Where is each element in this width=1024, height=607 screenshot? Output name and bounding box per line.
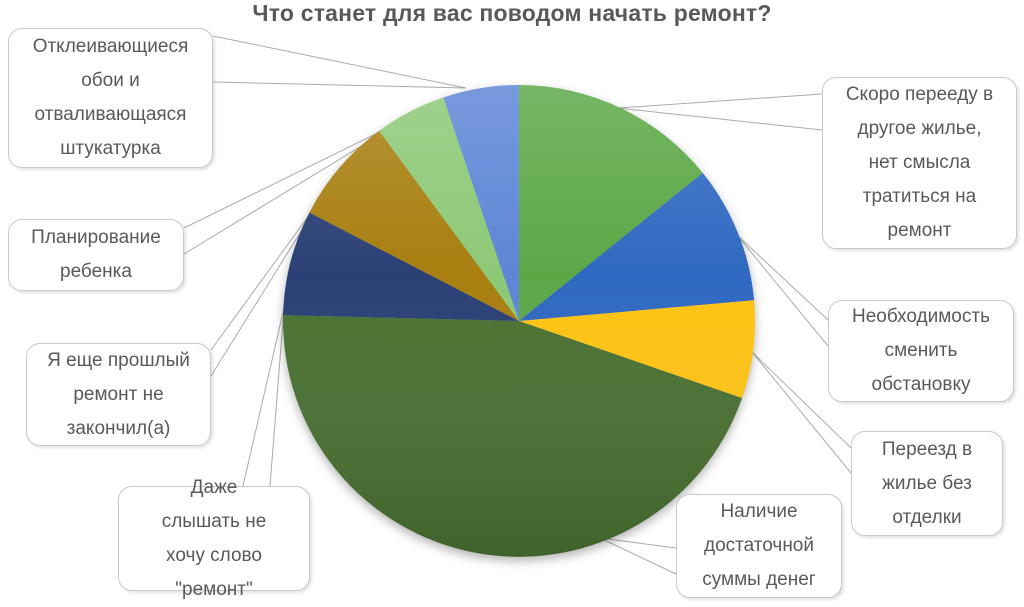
callout-box-3: Я еще прошлый ремонт не закончил(а) xyxy=(26,343,211,446)
callout-box-5: Скоро перееду в другое жилье, нет смысла… xyxy=(822,77,1017,249)
pie-shading-overlay xyxy=(283,85,755,557)
callout-box-7: Переезд в жилье без отделки xyxy=(851,431,1003,536)
callout-leader-5 xyxy=(617,107,823,131)
callout-leader-5 xyxy=(617,93,823,109)
callout-label: Необходимость сменить обстановку xyxy=(852,306,990,395)
callout-box-2: Планирование ребенка xyxy=(8,219,184,291)
callout-box-4: Даже слышать не хочу слово "ремонт" xyxy=(118,477,310,600)
callout-leader-8 xyxy=(599,537,677,549)
callout-leader-7 xyxy=(751,351,852,474)
callout-leader-4 xyxy=(269,307,285,487)
callout-box-6: Необходимость сменить обстановку xyxy=(828,300,1014,402)
callout-box-8: Наличие достаточной суммы денег xyxy=(676,494,842,598)
callout-leader-8 xyxy=(599,537,677,575)
callout-label: Даже слышать не хочу слово "ремонт" xyxy=(161,476,267,600)
callout-leader-lines xyxy=(183,35,852,575)
callout-leader-7 xyxy=(751,351,852,449)
chart-title: Что станет для вас поводом начать ремонт… xyxy=(252,0,772,26)
callout-label: Я еще прошлый ремонт не закончил(а) xyxy=(47,349,190,439)
callout-label: Отклеивающиеся обои и отваливающаяся шту… xyxy=(32,36,189,159)
callout-label: Скоро перееду в другое жилье, нет смысла… xyxy=(845,84,994,241)
callout-leader-1 xyxy=(212,35,467,89)
callout-leader-6 xyxy=(736,234,829,321)
callout-leader-2 xyxy=(183,119,405,229)
callout-label: Планирование ребенка xyxy=(31,227,161,282)
callout-label: Переезд в жилье без отделки xyxy=(881,438,973,528)
callout-leader-3 xyxy=(210,195,324,351)
pie-slices xyxy=(283,85,755,557)
callout-label: Наличие достаточной суммы денег xyxy=(702,501,816,590)
callout-box-1: Отклеивающиеся обои и отваливающаяся шту… xyxy=(8,28,213,168)
callout-leader-4 xyxy=(242,307,285,487)
callout-leader-1 xyxy=(212,81,467,89)
callout-leader-6 xyxy=(736,234,829,347)
